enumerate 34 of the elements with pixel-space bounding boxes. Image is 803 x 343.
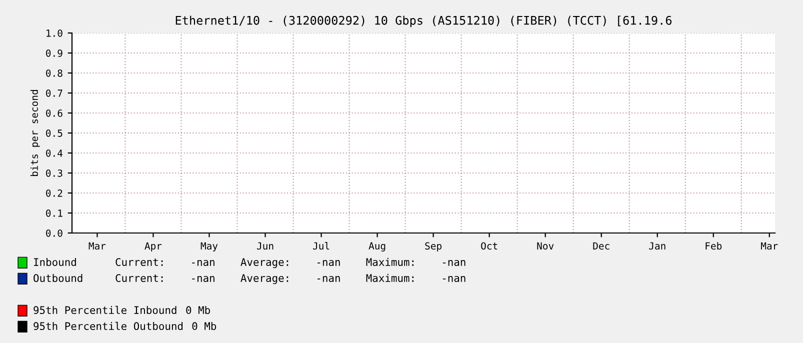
x-tick-label: Apr — [144, 242, 162, 252]
x-tick-label: Oct — [481, 242, 498, 250]
legend-label: 95th Percentile Inbound — [34, 306, 176, 314]
x-tick-label: Aug — [368, 242, 386, 252]
x-tick-label: Jul — [313, 242, 330, 250]
y-tick-label: 0.0 — [46, 230, 62, 237]
x-tick-label: May — [200, 242, 218, 252]
text: Current: -nan Average: -nan Maximum: -nan — [116, 258, 466, 268]
x-tick-label: Dec — [593, 242, 610, 250]
y-tick-label: 0.2 — [46, 190, 62, 197]
x-tick-label: Jun — [256, 242, 274, 250]
y-tick-label: 0.7 — [46, 90, 62, 97]
y-axis-title: bits per second — [30, 90, 40, 176]
x-tick-label: Jan — [649, 242, 666, 250]
text: 0 Mb — [192, 322, 216, 330]
y-tick-label: 0.8 — [46, 70, 62, 77]
x-tick-label: Nov — [537, 242, 554, 250]
legend-label: Inbound — [34, 258, 76, 266]
legend-label: 95th Percentile Outbound — [34, 322, 183, 330]
y-tick-label: 0.4 — [46, 150, 63, 157]
y-tick-label: 1.0 — [46, 30, 62, 37]
y-tick-label: 0.5 — [46, 130, 62, 137]
y-tick-label: 0.3 — [46, 170, 62, 177]
y-tick-label: 0.9 — [46, 50, 62, 57]
y-tick-label: 0.1 — [46, 210, 62, 217]
x-tick-label: Sep — [425, 242, 442, 252]
x-tick-label: Mar — [761, 242, 778, 250]
text: 0 Mb — [186, 306, 210, 314]
x-tick-label: Feb — [706, 242, 722, 250]
text: Current: -nan Average: -nan Maximum: -nan — [116, 274, 466, 284]
y-tick-label: 0.6 — [46, 110, 62, 117]
x-tick-label: Mar — [88, 242, 106, 250]
chart-title: Ethernet1/10 - (3120000292) 10 Gbps (AS151210) (FIBER) (TCCT) [61.19.6 — [176, 16, 672, 28]
legend-label: Outbound — [34, 274, 82, 282]
